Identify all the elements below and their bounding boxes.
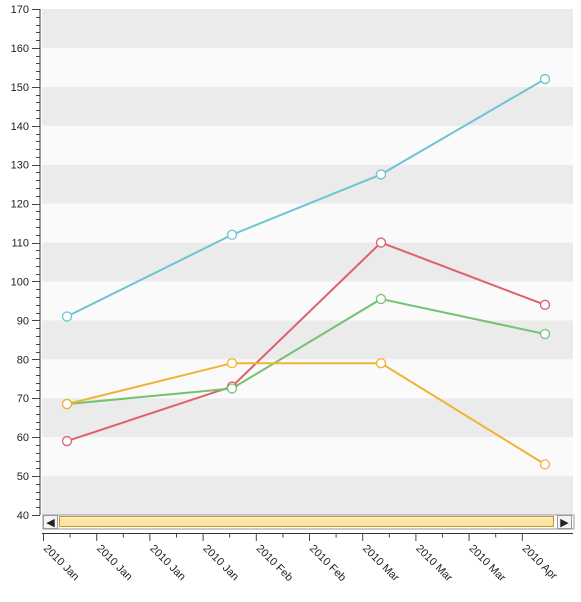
data-point bbox=[375, 237, 387, 248]
data-point bbox=[61, 398, 73, 410]
x-axis: 2010 Jan 2010 Jan 2010 Jan 2010 Jan 2010 Feb… bbox=[41, 533, 573, 585]
y-tick-label: 50 bbox=[17, 471, 29, 483]
data-point bbox=[61, 311, 73, 322]
grid-band bbox=[42, 437, 573, 477]
grid-band bbox=[42, 398, 573, 438]
x-tick-label: 2010 Jan bbox=[147, 543, 187, 583]
y-tick-label: 160 bbox=[11, 43, 29, 55]
y-tick-label: 140 bbox=[11, 121, 29, 133]
data-point bbox=[226, 229, 238, 240]
plot-bands bbox=[42, 9, 573, 515]
series-line bbox=[66, 362, 546, 466]
y-tick-label: 170 bbox=[11, 4, 29, 16]
y-tick-label: 100 bbox=[11, 276, 29, 288]
data-point bbox=[226, 383, 238, 394]
y-tick-label: 80 bbox=[17, 354, 29, 366]
x-tick-label: 2010 Feb bbox=[307, 543, 348, 584]
data-point bbox=[226, 358, 238, 369]
x-tick-label: 2010 Apr bbox=[520, 543, 560, 583]
x-tick-label: 2010 Mar bbox=[466, 543, 508, 585]
x-scrollbar[interactable]: ◀ ▶ bbox=[42, 514, 575, 530]
x-tick-label: 2010 Feb bbox=[254, 543, 295, 584]
grid-band bbox=[42, 476, 573, 515]
series-line bbox=[66, 78, 546, 318]
scroll-thumb[interactable] bbox=[59, 516, 554, 527]
y-tick-label: 120 bbox=[11, 199, 29, 211]
grid-band bbox=[42, 320, 573, 360]
data-point bbox=[539, 73, 551, 85]
grid-band bbox=[42, 359, 573, 399]
series-line bbox=[66, 297, 546, 406]
grid-band bbox=[42, 125, 573, 165]
y-tick-label: 70 bbox=[17, 393, 29, 405]
y-tick-label: 60 bbox=[17, 432, 29, 444]
grid-band bbox=[42, 242, 573, 282]
scroll-right-button[interactable] bbox=[557, 515, 572, 529]
data-point bbox=[375, 169, 387, 180]
x-tick-label: 2010 Jan bbox=[94, 543, 134, 583]
x-tick-label: 2010 Jan bbox=[41, 543, 81, 583]
y-tick-label: 90 bbox=[17, 315, 29, 327]
grid-band bbox=[42, 164, 573, 204]
data-point bbox=[539, 299, 551, 310]
data-point bbox=[61, 435, 73, 447]
y-tick-label: 130 bbox=[11, 160, 29, 172]
scroll-left-arrow-icon[interactable]: ◀ bbox=[46, 517, 55, 529]
data-point bbox=[375, 358, 387, 369]
scroll-left-button[interactable] bbox=[43, 515, 58, 529]
y-tick-label: 110 bbox=[11, 238, 29, 250]
data-point bbox=[375, 293, 387, 305]
series-line bbox=[66, 241, 546, 442]
scroll-right-arrow-icon[interactable]: ▶ bbox=[560, 517, 569, 529]
series-group bbox=[61, 73, 551, 470]
grid-band bbox=[42, 9, 573, 48]
x-tick-label: 2010 Jan bbox=[200, 543, 240, 583]
y-tick-label: 40 bbox=[17, 510, 29, 522]
grid-band bbox=[42, 47, 573, 87]
data-point bbox=[539, 459, 551, 470]
x-tick-label: 2010 Mar bbox=[360, 543, 402, 585]
grid-band bbox=[42, 86, 573, 126]
data-point bbox=[539, 328, 551, 340]
grid-band bbox=[42, 203, 573, 243]
y-axis: 40 50 60 70 80 90 100 110 120 130 140 150 160 170 bbox=[11, 4, 41, 522]
y-tick-label: 150 bbox=[11, 82, 29, 94]
x-tick-label: 2010 Mar bbox=[413, 543, 455, 585]
